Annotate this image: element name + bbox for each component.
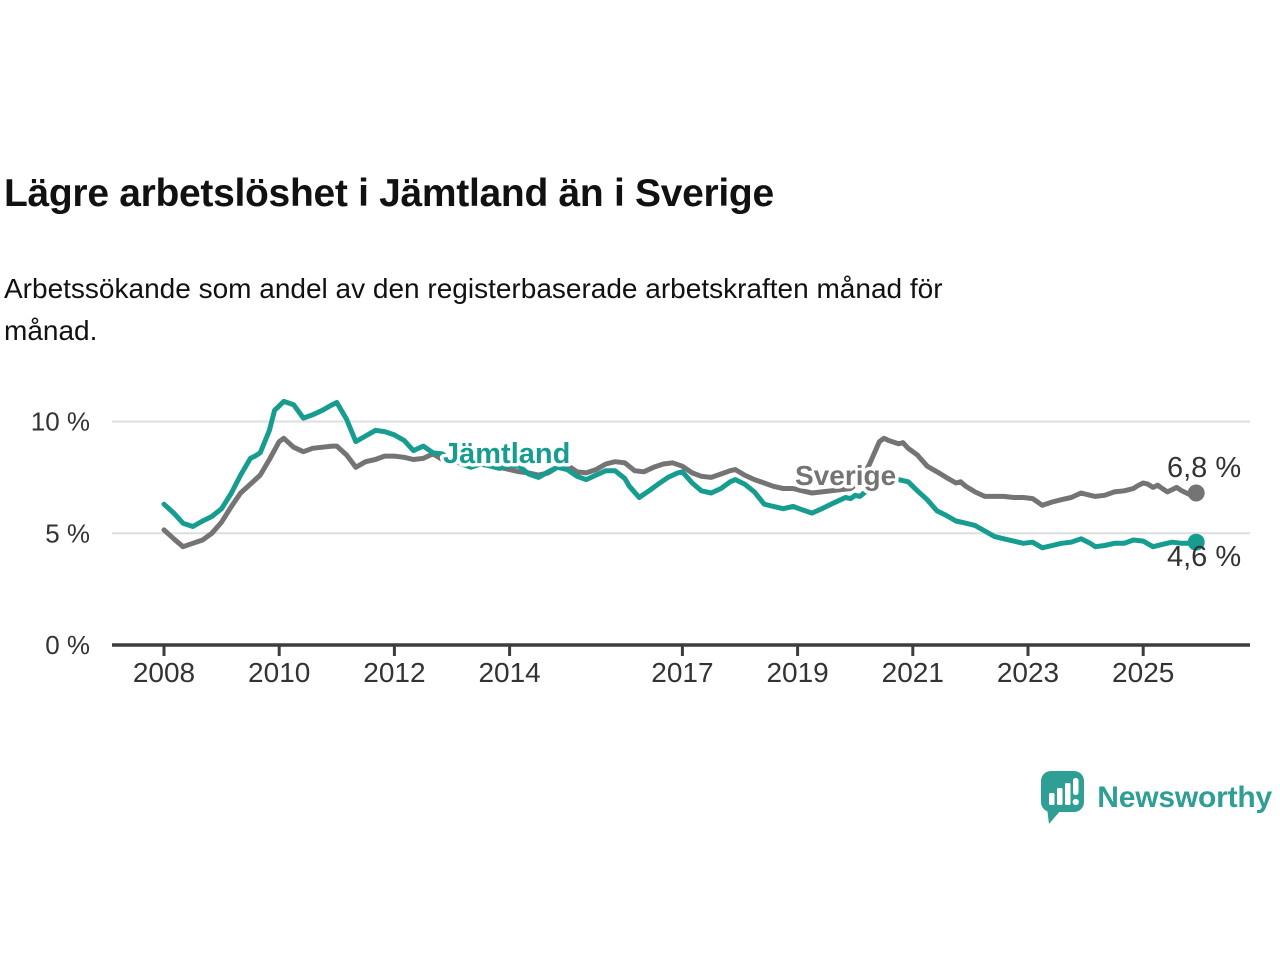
- x-tick-label: 2010: [248, 657, 310, 688]
- y-tick-label: 10 %: [31, 407, 90, 437]
- jämtland-end-dot: [1187, 533, 1205, 551]
- branding: Newsworthy: [1040, 770, 1272, 826]
- jämtland-end-value: 4,6 %: [1167, 541, 1241, 573]
- sverige-end-dot: [1187, 484, 1205, 502]
- page-subtitle: Arbetssökande som andel av den registerb…: [4, 273, 943, 346]
- sverige-line: [161, 435, 1199, 550]
- x-tick-label: 2025: [1112, 657, 1174, 688]
- y-tick-label: 0 %: [45, 630, 90, 660]
- line-chart: 2008 2010 2012 2014 2017 2019 2021 2023 2025 0 % 5…: [0, 370, 1280, 700]
- x-tick-label: 2019: [766, 657, 828, 688]
- sverige-series-label: Sverige: [795, 460, 896, 491]
- x-tick-label: 2017: [651, 657, 713, 688]
- jämtland-line: [161, 398, 1199, 551]
- x-tick-label: 2012: [363, 657, 425, 688]
- y-tick-label: 5 %: [45, 518, 90, 548]
- x-tick-label: 2023: [997, 657, 1059, 688]
- x-tick-label: 2021: [882, 657, 944, 688]
- sverige-end-value: 6,8 %: [1167, 452, 1241, 484]
- brand-name: Newsworthy: [1097, 781, 1272, 814]
- jämtland-series-label: Jämtland: [443, 438, 570, 470]
- newsworthy-logo-icon: [1041, 771, 1085, 824]
- x-tick-label: 2014: [478, 657, 540, 688]
- page-title: Lägre arbetslöshet i Jämtland än i Sveri…: [4, 172, 774, 216]
- chart-canvas: 2008 2010 2012 2014 2017 2019 2021 2023 2025 0 % 5…: [31, 398, 1250, 688]
- x-tick-label: 2008: [133, 657, 195, 688]
